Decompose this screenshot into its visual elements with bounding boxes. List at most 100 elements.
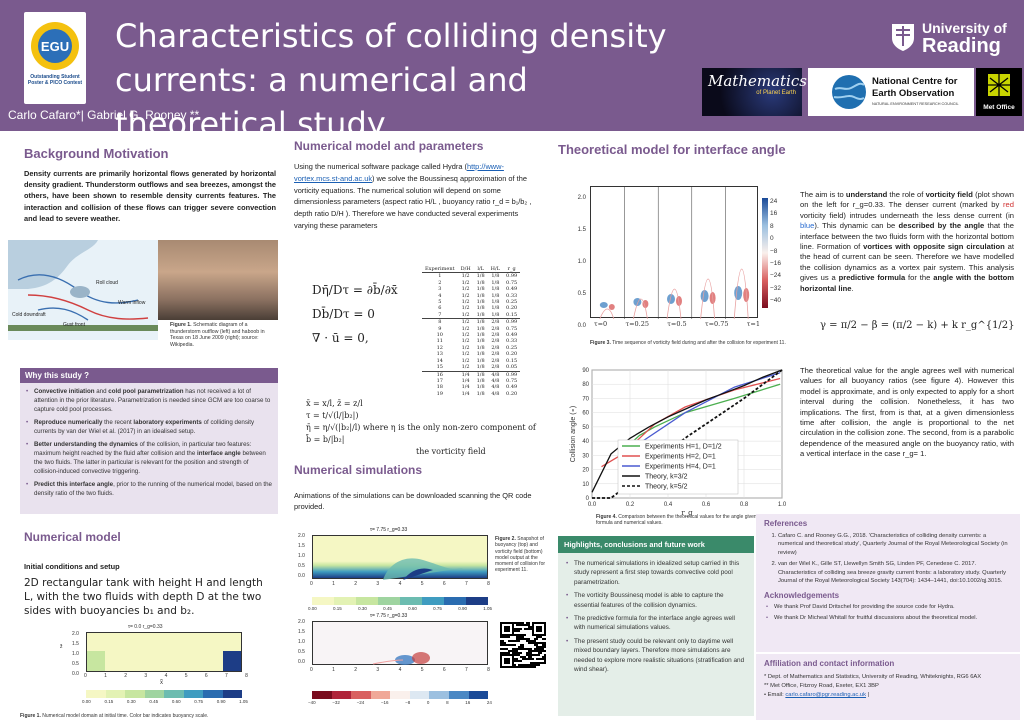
list-item: We thank Dr Micheal Whitall for fruitful… bbox=[764, 614, 1012, 623]
highlights-list: The numerical simulations in idealized s… bbox=[558, 553, 754, 674]
hydra-link[interactable]: http://www-vortex.mcs.st-and.ac.uk bbox=[294, 162, 504, 183]
diagram-label: Cold downdraft bbox=[12, 312, 46, 318]
qr-code[interactable] bbox=[500, 622, 546, 668]
buoyancy-colorbar bbox=[312, 597, 488, 605]
table-header: r_g bbox=[503, 266, 521, 274]
contact-email: • Email: carlo.cafaro@pgr.reading.ac.uk … bbox=[764, 692, 870, 698]
table-cell: 1/2 bbox=[461, 305, 470, 312]
references-box: References Cafaro C. and Rooney G.G., 20… bbox=[756, 514, 1020, 652]
table-cell: 6 bbox=[438, 305, 442, 312]
table-cell: 13 bbox=[436, 351, 443, 358]
background-title: Background Motivation bbox=[24, 146, 169, 161]
definition: x̄ = x/l, z̄ = z/l bbox=[306, 399, 363, 408]
equation: Dη̄/Dτ = ∂b̄/∂x̄ bbox=[312, 283, 398, 297]
y-tick: 0.5 bbox=[72, 661, 79, 667]
table-cell: 4/8 bbox=[491, 377, 500, 384]
initial-condition-plot: τ= 0.0 r_g=0.33 z̃ 2.0 1.5 1.0 0.5 0.0 0 1 2 3 4… bbox=[60, 624, 248, 704]
table-cell: 16 bbox=[422, 370, 458, 378]
nceo-logo: National Centre for Earth Observation NA… bbox=[808, 68, 974, 116]
table-row: 19 1/4 1/8 4/8 0.20 bbox=[422, 391, 520, 397]
affiliation-box: Affiliation and contact information * De… bbox=[756, 654, 1020, 720]
table-cell: 1/2 bbox=[461, 311, 470, 318]
met-office-logo: Met Office bbox=[976, 68, 1022, 116]
table-cell: 1/4 bbox=[461, 390, 470, 397]
table-cell: 1/8 bbox=[476, 305, 485, 312]
table-cell: 17 bbox=[436, 377, 443, 384]
list-item: The present study could be relevant only… bbox=[564, 637, 748, 675]
numerical-model-caption: Figure 1. Numerical model domain at init… bbox=[20, 713, 209, 719]
table-row: 11 1/2 1/8 2/8 0.33 bbox=[422, 338, 520, 344]
table-cell: 0.75 bbox=[506, 325, 518, 332]
table-cell: 1/8 bbox=[476, 279, 485, 286]
table-cell: 1/2 bbox=[461, 273, 470, 280]
table-cell: 0.49 bbox=[506, 332, 518, 339]
legend-label: Theory, k=5/2 bbox=[645, 484, 688, 491]
x-axis-label: r_g bbox=[681, 509, 693, 517]
x-axis-label: x̃ bbox=[160, 680, 163, 686]
table-cell: 1/2 bbox=[461, 364, 470, 371]
maths-logo-line2: of Planet Earth bbox=[756, 90, 796, 96]
globe-icon bbox=[832, 75, 866, 109]
met-office-icon bbox=[988, 74, 1010, 96]
table-cell: 1/8 bbox=[491, 311, 500, 318]
qr-code-icon bbox=[500, 622, 546, 668]
table-cell: 1 bbox=[438, 273, 442, 280]
table-cell: 1/4 bbox=[461, 384, 470, 391]
numerical-model-subtitle: Initial conditions and setup bbox=[24, 562, 120, 571]
legend-label: Theory, k=3/2 bbox=[645, 474, 688, 481]
background-text: Density currents are primarily horizonta… bbox=[24, 169, 276, 223]
vorticity-colorbar bbox=[762, 198, 768, 308]
x-tick: 8 bbox=[245, 673, 248, 679]
affiliation-line: * Dept. of Mathematics and Statistics, U… bbox=[764, 674, 982, 680]
table-row: 14 1/2 1/8 2/8 0.15 bbox=[422, 358, 520, 364]
table-cell: 0.20 bbox=[506, 390, 518, 397]
theory-title: Theoretical model for interface angle bbox=[558, 142, 786, 157]
table-row: 13 1/2 1/8 2/8 0.20 bbox=[422, 351, 520, 357]
thunderstorm-diagram: Roll cloud Warm inflow Cold downdraft Gu… bbox=[8, 240, 158, 340]
table-cell: 1/2 bbox=[461, 332, 470, 339]
nceo-line3: NATURAL ENVIRONMENT RESEARCH COUNCIL bbox=[872, 102, 959, 106]
experiments-table: Experiment D/H l/L H/L r_g 1 1/2 1/8 1/8 0.99 2 1/… bbox=[422, 266, 521, 397]
email-link[interactable]: carlo.cafaro@pgr.reading.ac.uk bbox=[785, 692, 867, 698]
table-cell: 1/2 bbox=[461, 279, 470, 286]
table-cell: 0.20 bbox=[506, 305, 518, 312]
num-params-text: Using the numerical software package cal… bbox=[294, 162, 532, 230]
affiliation-line: ** Met Office, Fitzroy Road, Exeter, EX1… bbox=[764, 683, 879, 689]
legend-label: Experiments H=2, D=1 bbox=[645, 454, 716, 461]
governing-equations: Dη̄/Dτ = ∂b̄/∂x̄ Db̄/Dτ = 0 ∇ · ū = 0, bbox=[312, 278, 422, 350]
table-cell: 2/8 bbox=[491, 351, 500, 358]
acknowledgements-title: Acknowledgements bbox=[764, 591, 840, 601]
table-cell: 7 bbox=[438, 311, 442, 318]
y-tick: 1.5 bbox=[72, 641, 79, 647]
table-cell: 1/8 bbox=[476, 344, 485, 351]
table-cell: 19 bbox=[436, 390, 443, 397]
list-item: Better understanding the dynamics of the… bbox=[24, 440, 272, 476]
list-item: The vorticity Boussinesq model is able t… bbox=[564, 591, 748, 610]
sequence-axes bbox=[590, 186, 758, 319]
x-tick: 0 bbox=[84, 673, 87, 679]
uor-line2: Reading bbox=[922, 35, 1001, 57]
buoyancy-colorbar bbox=[86, 690, 242, 698]
table-cell: 10 bbox=[436, 332, 443, 339]
legend-label: Experiments H=1, D=1/2 bbox=[645, 444, 722, 451]
table-cell: 4/8 bbox=[491, 384, 500, 391]
numerical-model-text: 2D rectangular tank with height H and le… bbox=[24, 577, 263, 617]
table-cell: 1/8 bbox=[476, 390, 485, 397]
egu-award-text: Outstanding Student Poster & PICO Contes… bbox=[27, 74, 83, 86]
table-cell: 4/8 bbox=[491, 390, 500, 397]
y-tick-label: 40 bbox=[582, 439, 589, 445]
x-tick: 6 bbox=[204, 673, 208, 679]
table-cell: 2/8 bbox=[491, 344, 500, 351]
x-tick: 3 bbox=[144, 673, 148, 679]
y-axis-label: z̃ bbox=[60, 644, 63, 650]
y-tick: 2.0 bbox=[72, 631, 79, 637]
table-cell: 1/8 bbox=[476, 332, 485, 339]
table-cell: 0.75 bbox=[506, 279, 518, 286]
nceo-line2: Earth Observation bbox=[872, 88, 955, 99]
table-cell: 18 bbox=[436, 384, 443, 391]
table-row: 4 1/2 1/8 1/8 0.33 bbox=[422, 293, 520, 299]
plot-title: τ= 7.75 r_g=0.33 bbox=[370, 613, 408, 619]
theory-paragraph-3: The theoretical value for the angle agre… bbox=[800, 366, 1014, 459]
table-cell: 1/8 bbox=[476, 384, 485, 391]
table-cell: 2/8 bbox=[491, 338, 500, 345]
